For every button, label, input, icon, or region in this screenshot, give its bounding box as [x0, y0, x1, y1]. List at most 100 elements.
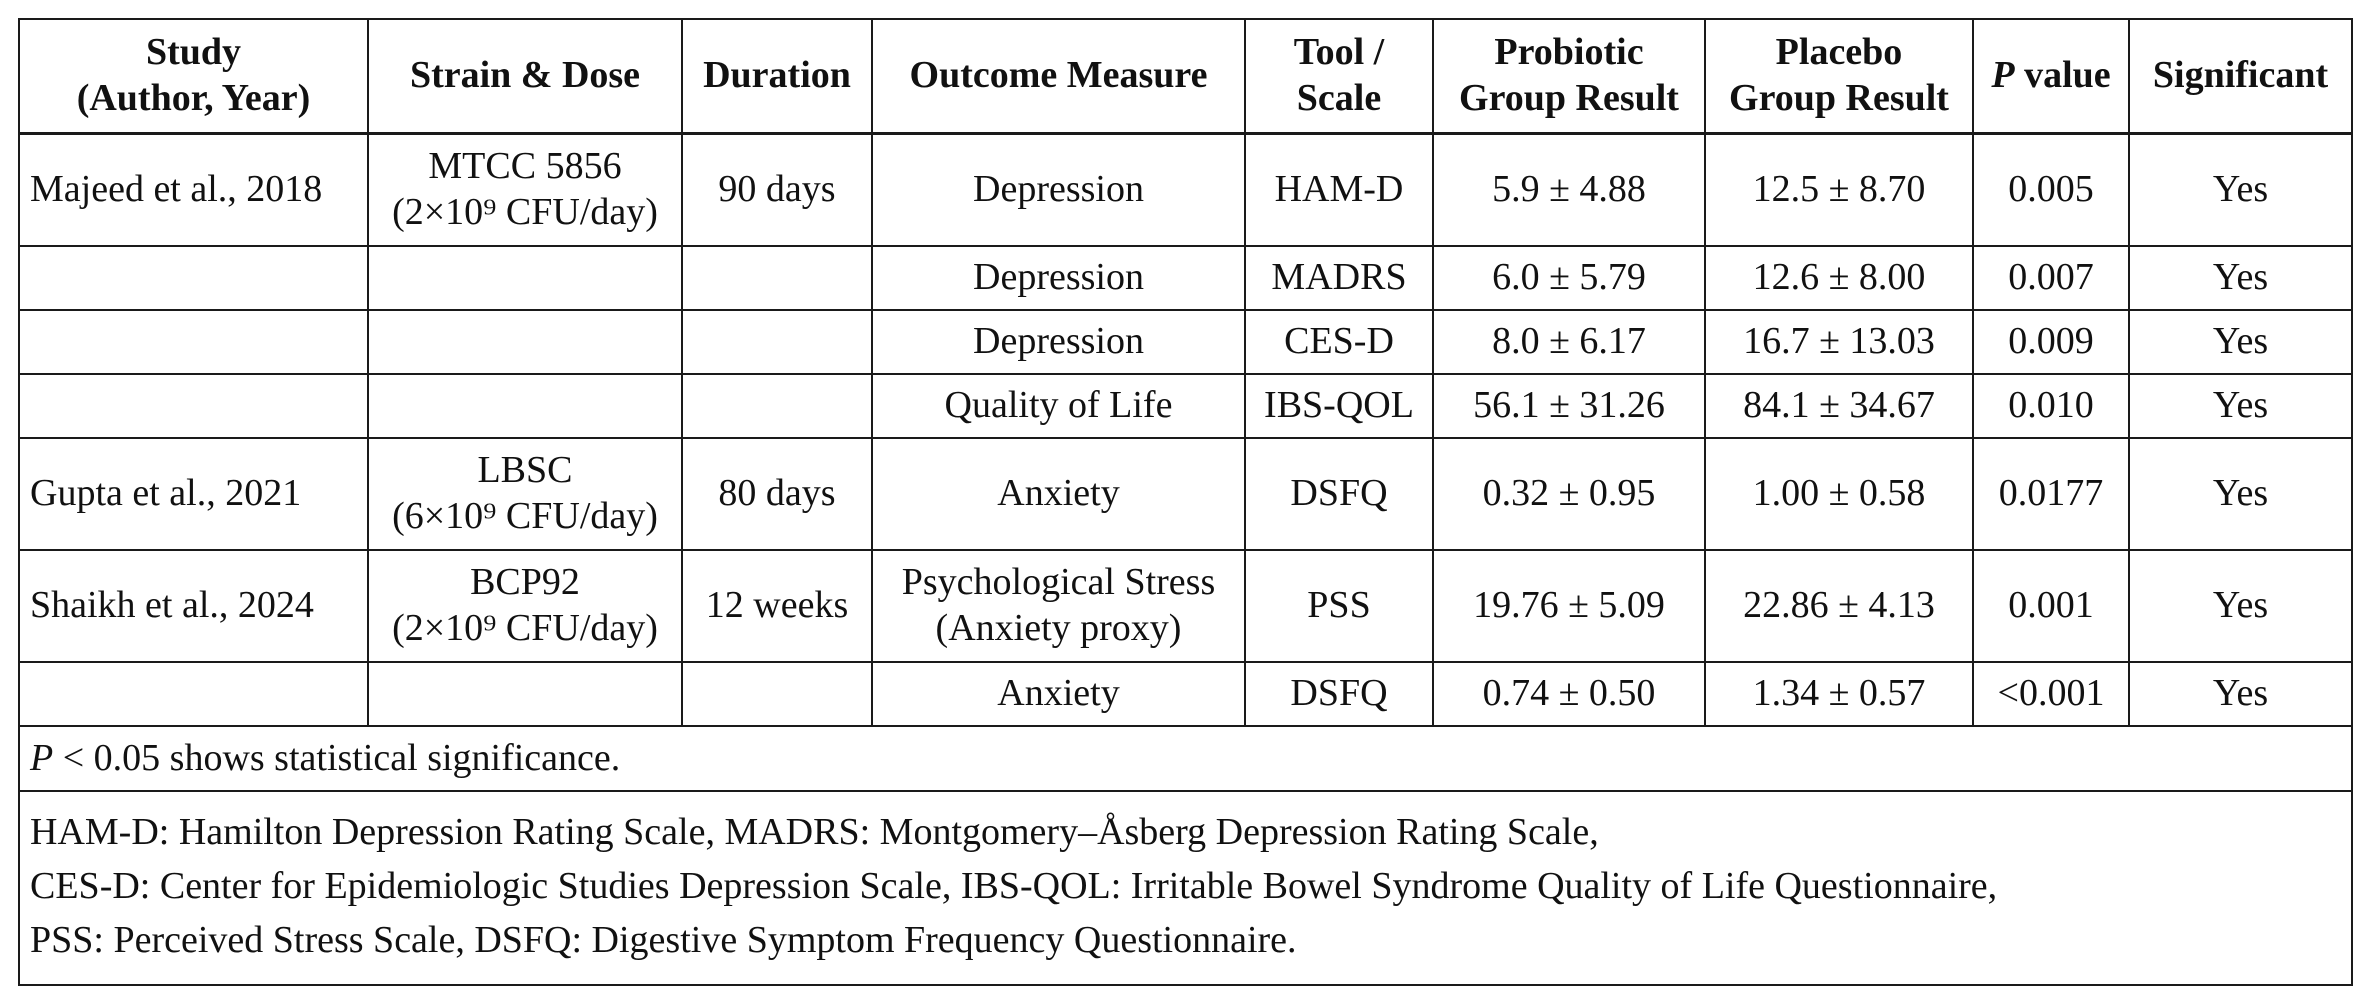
cell-duration — [681, 245, 873, 311]
cell-tool: DSFQ — [1244, 661, 1434, 727]
table-row: Gupta et al., 2021 LBSC (6×10⁹ CFU/day) … — [18, 437, 2353, 551]
cell-tool: IBS-QOL — [1244, 373, 1434, 439]
cell-significant: Yes — [2128, 661, 2353, 727]
significance-note-row: P < 0.05 shows statistical significance. — [18, 725, 2353, 792]
cell-probiotic: 8.0 ± 6.17 — [1432, 309, 1706, 375]
cell-outcome: Depression — [871, 245, 1246, 311]
cell-pvalue: 0.007 — [1972, 245, 2130, 311]
cell-study — [18, 661, 369, 727]
cell-pvalue: 0.001 — [1972, 549, 2130, 663]
cell-significant: Yes — [2128, 132, 2353, 247]
cell-strain — [367, 309, 683, 375]
cell-pvalue: 0.009 — [1972, 309, 2130, 375]
cell-pvalue: 0.0177 — [1972, 437, 2130, 551]
significance-note: P < 0.05 shows statistical significance. — [18, 725, 2353, 792]
cell-tool: HAM-D — [1244, 132, 1434, 247]
cell-outcome: Depression — [871, 132, 1246, 247]
cell-outcome: Anxiety — [871, 661, 1246, 727]
table-row: Depression CES-D 8.0 ± 6.17 16.7 ± 13.03… — [18, 309, 2353, 375]
cell-placebo: 22.86 ± 4.13 — [1704, 549, 1974, 663]
cell-tool: MADRS — [1244, 245, 1434, 311]
cell-probiotic: 5.9 ± 4.88 — [1432, 132, 1706, 247]
header-row: Study (Author, Year) Strain & Dose Durat… — [18, 18, 2353, 135]
cell-strain-line-2: (6×10⁹ CFU/day) — [392, 495, 658, 537]
cell-strain — [367, 661, 683, 727]
cell-study: Gupta et al., 2021 — [18, 437, 369, 551]
table-row: Majeed et al., 2018 MTCC 5856 (2×10⁹ CFU… — [18, 132, 2353, 247]
cell-probiotic: 56.1 ± 31.26 — [1432, 373, 1706, 439]
header-study: Study (Author, Year) — [18, 18, 369, 135]
header-duration: Duration — [681, 18, 873, 135]
cell-duration: 12 weeks — [681, 549, 873, 663]
abbreviations-row: HAM-D: Hamilton Depression Rating Scale,… — [18, 790, 2353, 986]
cell-probiotic: 0.74 ± 0.50 — [1432, 661, 1706, 727]
cell-outcome: Depression — [871, 309, 1246, 375]
table-container: Study (Author, Year) Strain & Dose Durat… — [18, 18, 2353, 986]
cell-tool: PSS — [1244, 549, 1434, 663]
cell-significant: Yes — [2128, 245, 2353, 311]
header-pvalue-rest: value — [2014, 54, 2111, 97]
header-placebo-line-1: Placebo — [1775, 31, 1903, 74]
cell-outcome-line-1: Psychological Stress — [901, 561, 1216, 604]
header-placebo: Placebo Group Result — [1704, 18, 1974, 135]
cell-strain — [367, 373, 683, 439]
header-significant: Significant — [2128, 18, 2353, 135]
cell-significant: Yes — [2128, 373, 2353, 439]
cell-study: Majeed et al., 2018 — [18, 132, 369, 247]
cell-outcome: Quality of Life — [871, 373, 1246, 439]
cell-duration: 80 days — [681, 437, 873, 551]
header-placebo-line-2: Group Result — [1729, 77, 1949, 119]
cell-pvalue: 0.005 — [1972, 132, 2130, 247]
cell-duration — [681, 373, 873, 439]
cell-significant: Yes — [2128, 437, 2353, 551]
cell-placebo: 1.34 ± 0.57 — [1704, 661, 1974, 727]
header-tool-line-2: Scale — [1296, 77, 1382, 119]
header-study-line-2: (Author, Year) — [76, 77, 311, 119]
cell-placebo: 1.00 ± 0.58 — [1704, 437, 1974, 551]
cell-placebo: 12.6 ± 8.00 — [1704, 245, 1974, 311]
header-strain: Strain & Dose — [367, 18, 683, 135]
cell-pvalue: 0.010 — [1972, 373, 2130, 439]
cell-significant: Yes — [2128, 309, 2353, 375]
header-tool: Tool / Scale — [1244, 18, 1434, 135]
cell-study — [18, 245, 369, 311]
header-study-line-1: Study — [145, 31, 242, 74]
cell-probiotic: 0.32 ± 0.95 — [1432, 437, 1706, 551]
cell-probiotic: 19.76 ± 5.09 — [1432, 549, 1706, 663]
cell-tool: CES-D — [1244, 309, 1434, 375]
cell-study: Shaikh et al., 2024 — [18, 549, 369, 663]
table-row: Depression MADRS 6.0 ± 5.79 12.6 ± 8.00 … — [18, 245, 2353, 311]
table-row: Quality of Life IBS-QOL 56.1 ± 31.26 84.… — [18, 373, 2353, 439]
header-probiotic-line-1: Probiotic — [1494, 31, 1644, 74]
cell-strain: LBSC (6×10⁹ CFU/day) — [367, 437, 683, 551]
cell-strain-line-1: BCP92 — [470, 561, 580, 604]
cell-pvalue: <0.001 — [1972, 661, 2130, 727]
cell-strain: BCP92 (2×10⁹ CFU/day) — [367, 549, 683, 663]
cell-placebo: 84.1 ± 34.67 — [1704, 373, 1974, 439]
cell-duration: 90 days — [681, 132, 873, 247]
cell-outcome: Anxiety — [871, 437, 1246, 551]
cell-tool: DSFQ — [1244, 437, 1434, 551]
cell-strain-line-2: (2×10⁹ CFU/day) — [392, 607, 658, 649]
abbreviation-line: CES-D: Center for Epidemiologic Studies … — [30, 864, 1998, 907]
cell-strain: MTCC 5856 (2×10⁹ CFU/day) — [367, 132, 683, 247]
cell-duration — [681, 309, 873, 375]
cell-strain-line-2: (2×10⁹ CFU/day) — [392, 191, 658, 233]
cell-outcome: Psychological Stress (Anxiety proxy) — [871, 549, 1246, 663]
header-pvalue: P value — [1972, 18, 2130, 135]
table-row: Shaikh et al., 2024 BCP92 (2×10⁹ CFU/day… — [18, 549, 2353, 663]
header-tool-line-1: Tool / — [1293, 31, 1385, 74]
cell-study — [18, 373, 369, 439]
cell-outcome-line-2: (Anxiety proxy) — [935, 607, 1182, 649]
cell-placebo: 16.7 ± 13.03 — [1704, 309, 1974, 375]
cell-significant: Yes — [2128, 549, 2353, 663]
table-row: Anxiety DSFQ 0.74 ± 0.50 1.34 ± 0.57 <0.… — [18, 661, 2353, 727]
abbreviation-line: PSS: Perceived Stress Scale, DSFQ: Diges… — [30, 918, 1297, 961]
cell-strain-line-1: MTCC 5856 — [428, 145, 622, 188]
significance-note-text: < 0.05 shows statistical significance. — [53, 736, 621, 779]
abbreviation-line: HAM-D: Hamilton Depression Rating Scale,… — [30, 811, 1599, 853]
header-outcome: Outcome Measure — [871, 18, 1246, 135]
cell-strain-line-1: LBSC — [477, 449, 573, 492]
significance-note-p: P — [30, 736, 54, 779]
cell-strain — [367, 245, 683, 311]
